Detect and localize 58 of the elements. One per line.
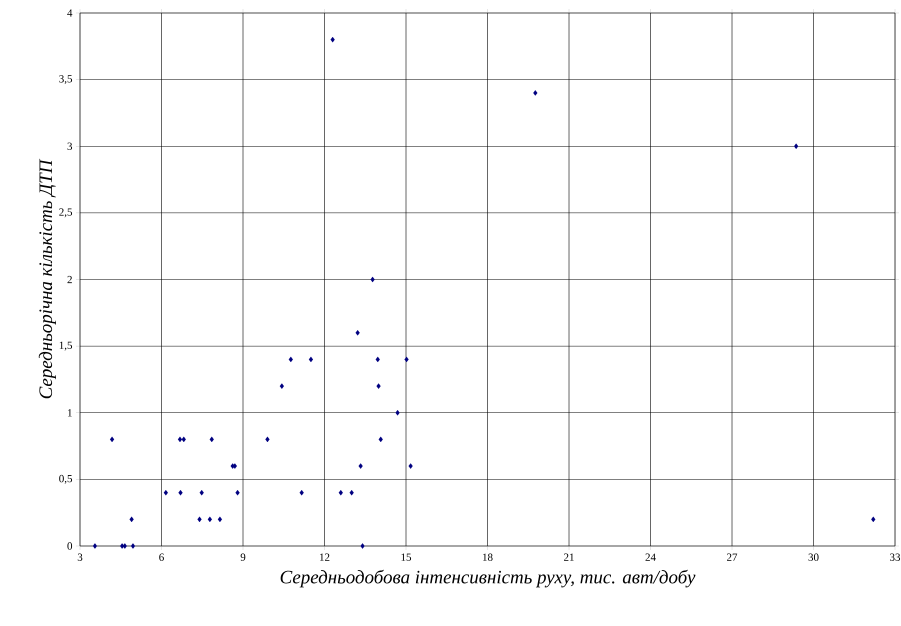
x-tick-label: 15 — [401, 554, 412, 561]
point — [408, 463, 413, 469]
point — [533, 90, 538, 96]
y-tick-label: 0 — [67, 542, 72, 550]
y-tick-label: 2 — [67, 276, 72, 284]
point — [308, 356, 314, 362]
x-tick-label: 18 — [482, 554, 493, 561]
x-tick-label: 3 — [78, 554, 82, 561]
x-tick-label: 27 — [727, 554, 738, 561]
y-tick-label: 2,5 — [59, 208, 72, 218]
x-tick-label: 12 — [320, 554, 330, 561]
point — [197, 516, 202, 522]
point — [92, 543, 98, 549]
point — [208, 516, 212, 522]
point — [130, 543, 136, 549]
point — [122, 543, 127, 549]
point — [378, 436, 383, 442]
point — [360, 543, 365, 549]
point — [164, 490, 168, 496]
point — [300, 490, 304, 496]
y-tick-label: 3,5 — [59, 75, 72, 84]
point — [794, 143, 798, 150]
point — [288, 356, 293, 362]
point — [330, 36, 335, 42]
point — [235, 490, 240, 496]
x-axis-title: Середньодобова інтенсивність руху, тис. авт/добу — [280, 570, 696, 588]
point — [265, 436, 270, 442]
x-tick-label: 9 — [240, 554, 246, 561]
point — [358, 463, 363, 469]
point — [395, 410, 400, 416]
x-tick-label: 24 — [646, 554, 656, 561]
y-tick-label: 3 — [68, 142, 72, 150]
y-tick-label: 1,5 — [60, 342, 72, 351]
point — [356, 330, 360, 336]
point — [280, 383, 284, 389]
point — [376, 383, 381, 389]
point — [871, 516, 876, 522]
point — [200, 490, 204, 496]
point — [178, 436, 182, 442]
y-axis-title: Середньорічна кількість ДТП — [38, 158, 56, 398]
point — [110, 436, 114, 442]
y-tick-label: 4 — [67, 9, 72, 17]
point — [404, 356, 409, 362]
point — [376, 356, 380, 362]
x-tick-label: 6 — [159, 554, 164, 561]
point — [218, 516, 222, 522]
x-tick-label: 33 — [890, 554, 900, 561]
y-tick-label: 0,5 — [59, 474, 72, 484]
x-tick-label: 21 — [564, 554, 574, 561]
point — [370, 276, 375, 282]
point — [350, 490, 354, 496]
point — [178, 490, 183, 496]
point — [338, 490, 343, 496]
y-tick-label: 1 — [68, 409, 72, 416]
point — [210, 436, 214, 442]
point — [129, 516, 134, 522]
point — [182, 436, 186, 442]
x-tick-label: 30 — [808, 554, 819, 561]
